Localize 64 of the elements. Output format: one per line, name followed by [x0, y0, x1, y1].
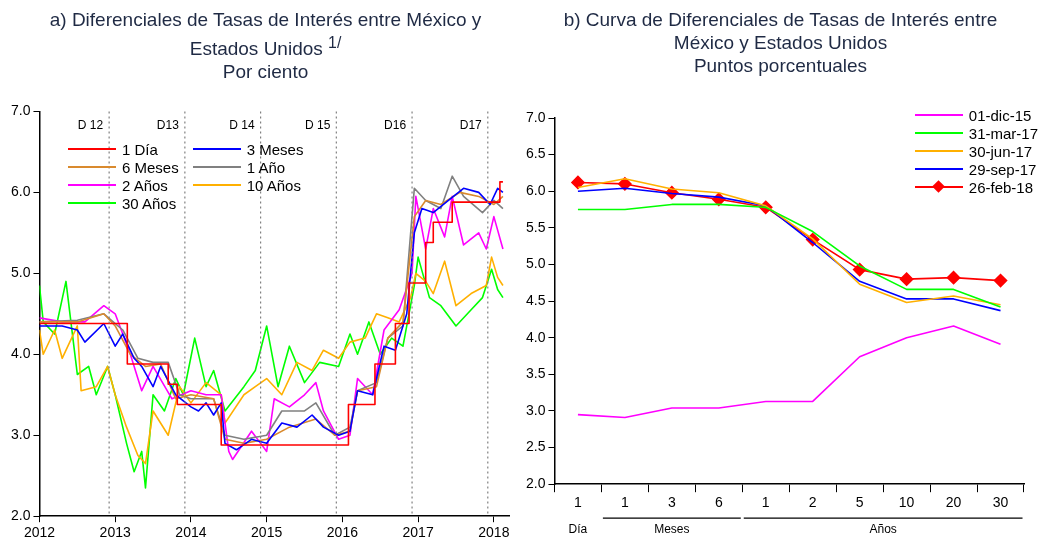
legend-label: 30 Años: [122, 194, 177, 212]
y-tick-label: 6.0: [10, 183, 31, 200]
y-tick-label: 3.0: [525, 401, 546, 418]
x-tick-label: 1: [620, 494, 629, 511]
legend-label: 1 Año: [246, 158, 286, 176]
x-tick-label: 10: [898, 494, 915, 511]
y-tick-label: 4.0: [10, 345, 31, 362]
y-tick-label: 2.0: [525, 475, 546, 492]
text: Años: [869, 521, 897, 536]
point: [899, 272, 914, 286]
x-tick-label: 20: [945, 494, 962, 511]
y-tick-label: 5.0: [10, 264, 31, 281]
ref-line-label: D 15: [304, 117, 331, 132]
legend-label: 1 Día: [122, 140, 158, 158]
x-tick-label: 3: [667, 494, 676, 511]
legend-label: 30-jun-17: [968, 142, 1033, 160]
y-tick-label: 2.5: [525, 438, 546, 455]
legend-label: 26-feb-18: [968, 178, 1034, 196]
x-tick-label: 1: [574, 494, 583, 511]
chart-title: a) Diferenciales de Tasas de Interés entre México y Estados Unidos $^{1/}$: [48, 8, 483, 61]
point: [993, 273, 1008, 288]
y-tick-label: 5.0: [525, 255, 546, 272]
ref-line-label: D 12: [77, 117, 104, 132]
x-tick-label: 2012: [23, 524, 56, 541]
y-tick-label: 4.0: [525, 328, 546, 345]
ref-line-label: D17: [459, 117, 483, 132]
x-tick-label: 2: [808, 494, 817, 511]
legend-label: 31-mar-17: [968, 124, 1038, 142]
x-tick-label: 2015: [251, 524, 283, 541]
point: [946, 270, 961, 285]
legend-label: 6 Meses: [122, 158, 179, 176]
text: Meses: [654, 521, 690, 536]
x-tick-label: 2013: [99, 524, 131, 541]
legend-label: 29-sep-17: [968, 160, 1037, 178]
x-tick-label: 2017: [402, 524, 434, 541]
point: [618, 177, 632, 191]
legend-label: 3 Meses: [246, 140, 304, 158]
x-tick-label: 2014: [175, 524, 207, 541]
y-tick-label: 6.5: [525, 145, 546, 162]
legend-label: 10 Años: [246, 176, 301, 194]
y-tick-label: 3.0: [10, 426, 31, 443]
point: [571, 175, 585, 190]
ref-line-label: D16: [384, 117, 407, 132]
y-tick-label: 2.0: [10, 507, 31, 524]
x-tick-label: 30: [992, 494, 1009, 511]
legend-label: 01-dic-15: [968, 106, 1032, 124]
x-tick-label: 6: [714, 494, 723, 511]
y-tick-label: 7.0: [525, 108, 546, 125]
x-tick-label: 5: [855, 494, 864, 511]
x-tick-label: 2018: [478, 524, 510, 541]
y-tick-label: 7.0: [10, 102, 31, 119]
x-tick-label: 1: [761, 494, 770, 511]
chart-title: b) Curva de Diferenciales de Tasas de Interés entre México y Estados Unidos: [562, 8, 999, 54]
y-tick-label: 4.5: [525, 291, 546, 308]
y-tick-label: 5.5: [525, 218, 546, 235]
ref-line-label: D13: [156, 117, 180, 132]
x-tick-label: 2016: [326, 524, 359, 541]
ref-line-label: D 14: [229, 117, 255, 132]
chart-subtitle: Puntos porcentuales: [692, 54, 869, 77]
chart-subtitle: Por ciento: [221, 60, 310, 84]
legend-label: 2 Años: [122, 176, 168, 194]
y-tick-label: 6.0: [525, 182, 546, 199]
y-tick-label: 3.5: [525, 365, 546, 382]
text: Día: [568, 521, 588, 536]
